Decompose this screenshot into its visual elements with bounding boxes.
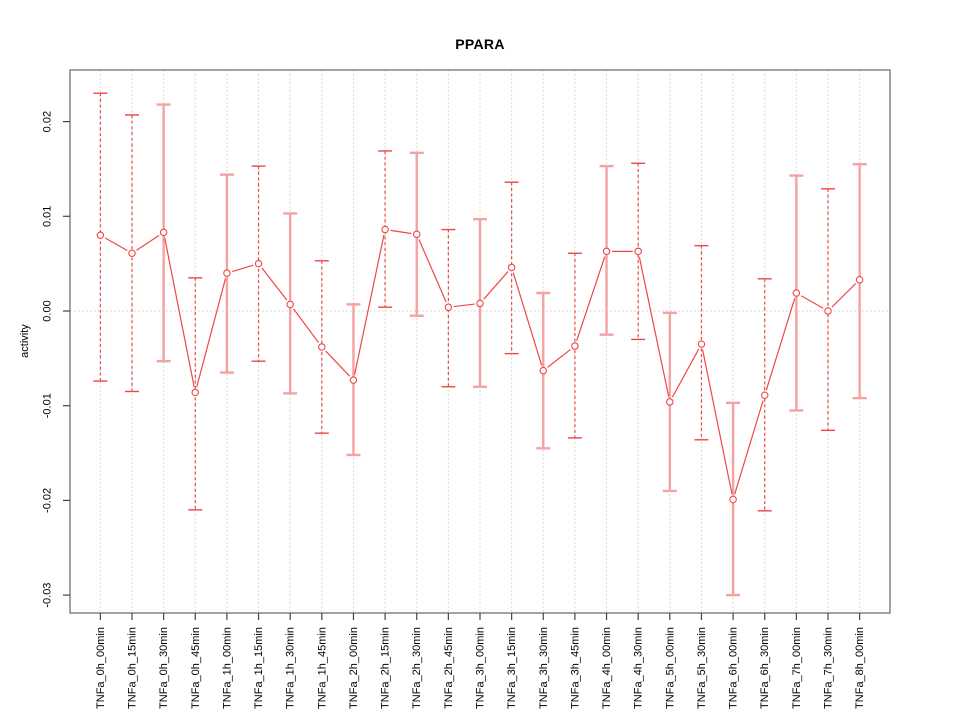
svg-text:TNFa_3h_45min: TNFa_3h_45min xyxy=(569,627,581,709)
svg-text:TNFa_7h_30min: TNFa_7h_30min xyxy=(823,627,835,709)
svg-text:TNFa_1h_45min: TNFa_1h_45min xyxy=(316,627,328,709)
svg-text:-0.01: -0.01 xyxy=(42,393,54,418)
svg-text:0.01: 0.01 xyxy=(42,206,54,227)
svg-text:TNFa_3h_00min: TNFa_3h_00min xyxy=(475,627,487,709)
svg-text:TNFa_2h_00min: TNFa_2h_00min xyxy=(348,627,360,709)
svg-text:TNFa_0h_45min: TNFa_0h_45min xyxy=(190,627,202,709)
svg-text:TNFa_5h_00min: TNFa_5h_00min xyxy=(664,627,676,709)
svg-text:TNFa_0h_00min: TNFa_0h_00min xyxy=(95,627,107,709)
svg-text:TNFa_6h_30min: TNFa_6h_30min xyxy=(759,627,771,709)
svg-text:TNFa_7h_00min: TNFa_7h_00min xyxy=(791,627,803,709)
svg-text:-0.03: -0.03 xyxy=(42,583,54,608)
svg-text:-0.02: -0.02 xyxy=(42,488,54,513)
svg-text:TNFa_4h_30min: TNFa_4h_30min xyxy=(633,627,645,709)
svg-text:TNFa_2h_45min: TNFa_2h_45min xyxy=(443,627,455,709)
svg-text:TNFa_2h_30min: TNFa_2h_30min xyxy=(411,627,423,709)
svg-text:TNFa_1h_30min: TNFa_1h_30min xyxy=(285,627,297,709)
svg-text:TNFa_1h_15min: TNFa_1h_15min xyxy=(253,627,265,709)
svg-text:TNFa_4h_00min: TNFa_4h_00min xyxy=(601,627,613,709)
svg-text:0.00: 0.00 xyxy=(42,300,54,321)
chart-title: PPARA xyxy=(455,36,505,52)
svg-text:TNFa_5h_30min: TNFa_5h_30min xyxy=(696,627,708,709)
svg-text:TNFa_6h_00min: TNFa_6h_00min xyxy=(728,627,740,709)
svg-text:TNFa_3h_30min: TNFa_3h_30min xyxy=(538,627,550,709)
svg-text:TNFa_0h_30min: TNFa_0h_30min xyxy=(158,627,170,709)
svg-text:TNFa_2h_15min: TNFa_2h_15min xyxy=(380,627,392,709)
svg-text:TNFa_8h_00min: TNFa_8h_00min xyxy=(854,627,866,709)
svg-text:TNFa_1h_00min: TNFa_1h_00min xyxy=(221,627,233,709)
svg-text:TNFa_0h_15min: TNFa_0h_15min xyxy=(127,627,139,709)
svg-text:TNFa_3h_15min: TNFa_3h_15min xyxy=(506,627,518,709)
svg-text:0.02: 0.02 xyxy=(42,111,54,132)
